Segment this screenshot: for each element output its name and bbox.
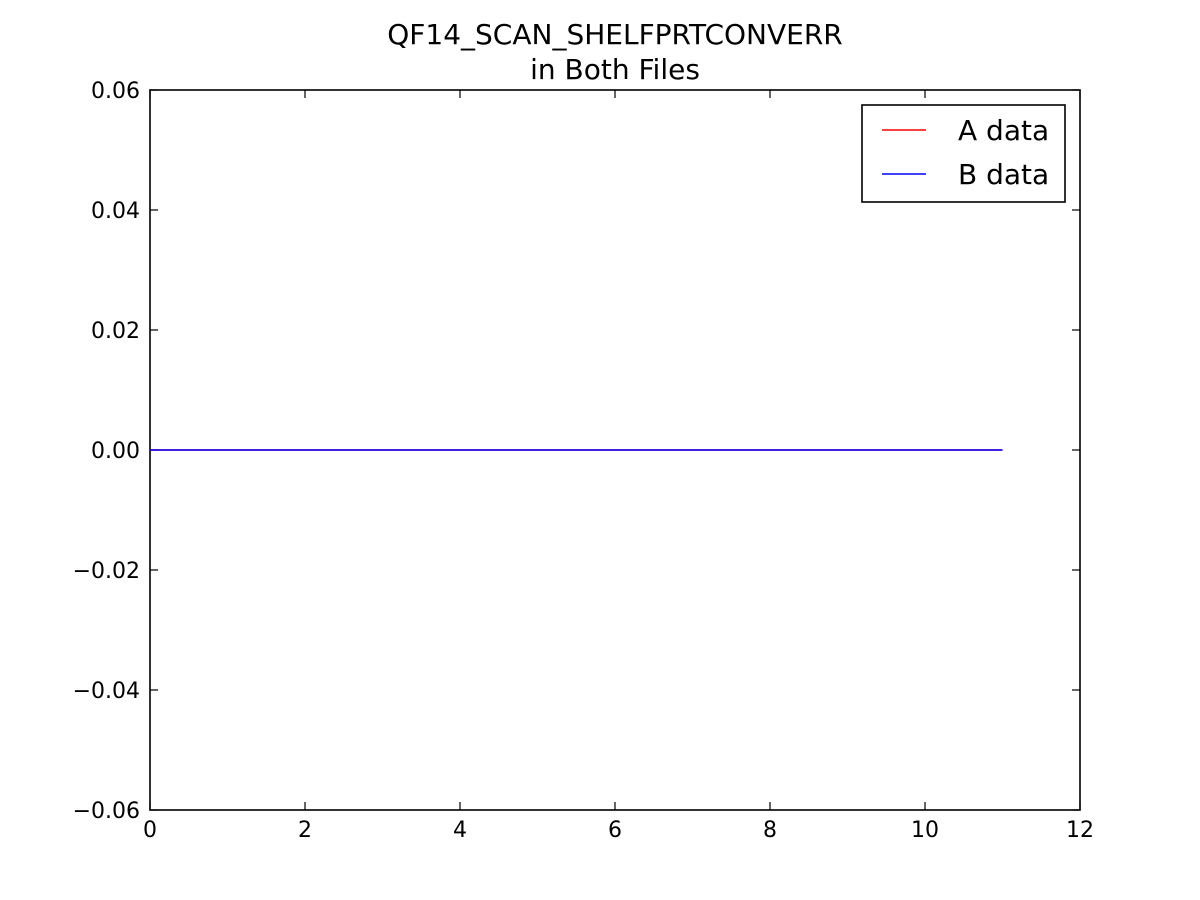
y-tick-label: −0.02	[73, 559, 140, 584]
x-tick-label: 6	[608, 818, 622, 843]
legend: A data B data	[861, 104, 1066, 203]
x-tick-label: 8	[763, 818, 777, 843]
y-tick-label: −0.04	[73, 679, 140, 704]
y-tick-label: 0.00	[91, 439, 140, 464]
x-tick-label: 12	[1066, 818, 1094, 843]
x-tick-label: 2	[298, 818, 312, 843]
legend-label-b: B data	[958, 158, 1049, 191]
y-tick-label: −0.06	[73, 799, 140, 824]
legend-label-a: A data	[958, 114, 1049, 147]
chart-title: QF14_SCAN_SHELFPRTCONVERR	[387, 18, 842, 51]
y-axis: −0.06 −0.04 −0.02 0.00 0.02 0.04 0.06	[73, 79, 1080, 824]
y-tick-label: 0.02	[91, 319, 140, 344]
x-tick-label: 0	[143, 818, 157, 843]
x-axis: 0 2 4 6 8 10 12	[143, 90, 1094, 843]
chart-subtitle: in Both Files	[530, 53, 700, 86]
x-tick-label: 10	[911, 818, 939, 843]
x-tick-label: 4	[453, 818, 467, 843]
legend-box	[861, 104, 1066, 203]
y-tick-label: 0.06	[91, 79, 140, 104]
y-tick-label: 0.04	[91, 199, 140, 224]
